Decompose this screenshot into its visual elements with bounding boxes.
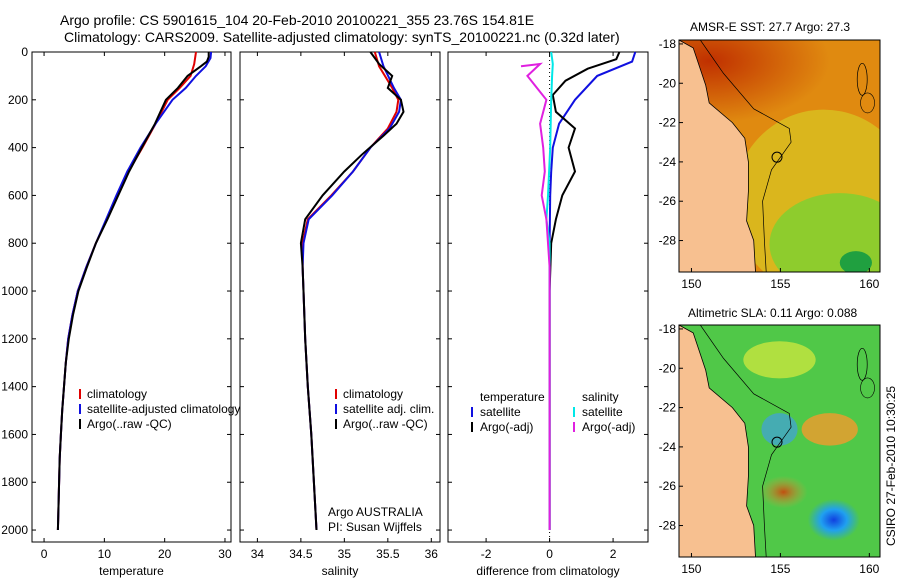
sst-lon-label: 155 [770, 277, 790, 291]
shelf-contour [700, 40, 792, 272]
sal-x-tick-label: 35 [338, 547, 352, 561]
sst-lon-label: 150 [681, 277, 701, 291]
diff-legend-temp-label: Argo(-adj) [480, 420, 533, 434]
diff-x-tick-label: 2 [610, 547, 617, 561]
depth-tick-label: 200 [8, 93, 28, 107]
depth-tick-label: 800 [8, 236, 28, 250]
figure-title-line2: Climatology: CARS2009. Satellite-adjuste… [64, 29, 620, 45]
depth-tick-label: 1000 [1, 284, 28, 298]
sla-lat-label: -20 [659, 361, 677, 375]
sla-lat-label: -18 [659, 322, 677, 336]
australia-landmass [679, 40, 756, 272]
sst-map-frame [678, 39, 881, 273]
timestamp-label: CSIRO 27-Feb-2010 10:30:25 [884, 385, 898, 546]
temp-x-axis-label: temperature [99, 564, 164, 578]
temp-plot-frame [31, 51, 232, 543]
sal-legend-label: climatology [343, 387, 403, 401]
sal-x-tick-label: 34 [251, 547, 265, 561]
depth-tick-label: 2000 [1, 523, 28, 537]
sla-lat-label: -24 [659, 440, 677, 454]
diff-series-2 [545, 51, 554, 530]
depth-tick-label: 1200 [1, 332, 28, 346]
diff-x-axis-label: difference from climatology [476, 564, 619, 578]
depth-tick-label: 1600 [1, 427, 28, 441]
sst-lat-label: -20 [659, 76, 677, 90]
sst-lat-label: -24 [659, 155, 677, 169]
sal-legend-label: Argo(..raw -QC) [343, 417, 428, 431]
sst-lat-label: -26 [659, 194, 677, 208]
sal-x-axis-label: salinity [322, 564, 359, 578]
temp-x-tick-label: 0 [41, 547, 48, 561]
sal-x-tick-label: 36 [425, 547, 439, 561]
sla-lon-label: 155 [770, 562, 790, 576]
diff-legend-temp-label: satellite [480, 405, 521, 419]
sla-orange-patch [801, 413, 858, 446]
sla-lat-label: -26 [659, 479, 677, 493]
sla-lat-label: -28 [659, 519, 677, 533]
sal-x-tick-label: 34.5 [289, 547, 313, 561]
diff-plot-frame [447, 51, 649, 543]
argo-program-label: Argo AUSTRALIA [328, 505, 423, 519]
depth-tick-label: 600 [8, 188, 28, 202]
seamount-contour [856, 347, 868, 381]
temp-legend-label: satellite-adjusted climatology [87, 402, 240, 416]
depth-tick-label: 400 [8, 141, 28, 155]
figure-title-line1: Argo profile: CS 5901615_104 20-Feb-2010… [60, 12, 535, 28]
sla-yellow-patch [743, 341, 816, 379]
sst-dark-green-patch [839, 251, 872, 272]
temp-series-2 [56, 52, 210, 531]
diff-series-1 [548, 51, 621, 530]
sal-x-tick-label: 35.5 [376, 547, 400, 561]
sal-legend-label: satellite adj. clim. [343, 402, 434, 416]
reef-contour [860, 377, 875, 399]
temp-x-tick-label: 20 [158, 547, 172, 561]
pi-name-label: PI: Susan Wijffels [328, 520, 422, 534]
sla-brown-patch [759, 475, 808, 509]
temp-x-tick-label: 10 [98, 547, 112, 561]
temp-legend-label: Argo(..raw -QC) [87, 417, 172, 431]
diff-series-3 [520, 62, 551, 530]
sst-map-field [679, 40, 880, 272]
sla-map-title: Altimetric SLA: 0.11 Argo: 0.088 [688, 306, 858, 320]
diff-x-tick-label: -2 [481, 547, 492, 561]
diff-legend-sal-label: Argo(-adj) [582, 420, 635, 434]
sst-lat-label: -28 [659, 234, 677, 248]
diff-series-0 [548, 51, 637, 530]
sal-plot-frame [239, 51, 441, 543]
argo-float-marker [771, 436, 783, 448]
argo-float-marker [771, 151, 783, 163]
reef-contour [860, 92, 875, 114]
sla-lon-label: 150 [681, 562, 701, 576]
shelf-contour [700, 325, 792, 557]
temp-legend-label: climatology [87, 387, 147, 401]
sla-map-frame [678, 324, 881, 558]
sla-blue-eddy [807, 499, 860, 541]
sla-map-field [679, 325, 880, 557]
sst-lon-label: 160 [859, 277, 879, 291]
sst-lat-label: -18 [659, 37, 677, 51]
sal-series-2 [299, 51, 405, 531]
seamount-contour [856, 62, 868, 96]
sst-lat-label: -22 [659, 116, 677, 130]
australia-landmass [679, 325, 756, 557]
sst-map-title: AMSR-E SST: 27.7 Argo: 27.3 [690, 20, 851, 34]
sla-lat-label: -22 [659, 401, 677, 415]
diff-legend-temp-heading: temperature [480, 390, 545, 404]
depth-tick-label: 1400 [1, 380, 28, 394]
depth-tick-label: 1800 [1, 475, 28, 489]
depth-tick-label: 0 [21, 45, 28, 59]
temp-x-tick-label: 30 [218, 547, 232, 561]
diff-x-tick-label: 0 [546, 547, 553, 561]
diff-legend-sal-heading: salinity [582, 390, 619, 404]
sla-lon-label: 160 [859, 562, 879, 576]
diff-legend-sal-label: satellite [582, 405, 623, 419]
sla-cyan-patch [761, 413, 798, 446]
